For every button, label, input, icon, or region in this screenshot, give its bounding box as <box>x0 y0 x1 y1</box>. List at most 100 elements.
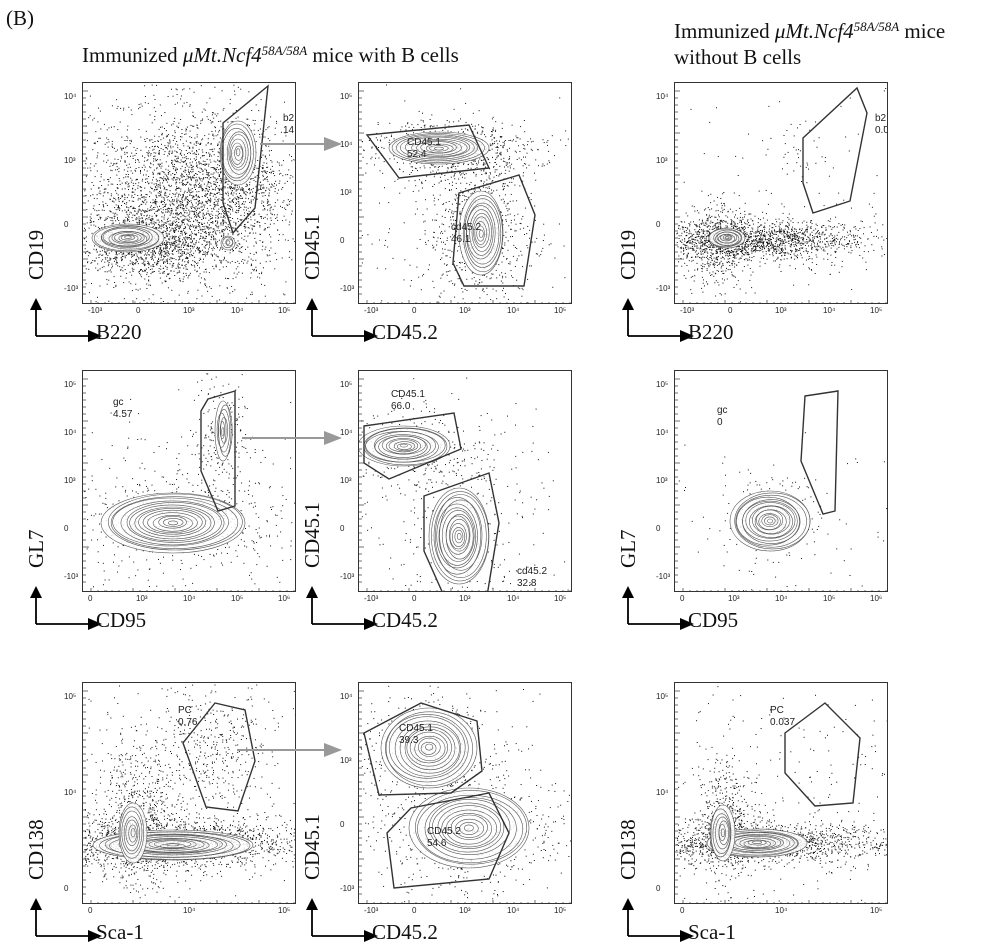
event-dots <box>676 88 887 303</box>
x-tick-label: 10⁴ <box>823 306 836 315</box>
y-tick-label: 10⁵ <box>64 692 77 701</box>
x-tick-label: 10⁵ <box>231 594 244 603</box>
gate-value: 54.6 <box>427 838 447 849</box>
dot-plot-3-1: PC 0.76 <box>82 682 296 904</box>
x-tick-label: 10⁴ <box>507 594 520 603</box>
contour-cluster <box>458 190 504 276</box>
plot-canvas <box>675 686 887 903</box>
x-tick-label: 10⁴ <box>775 906 788 915</box>
x-tick-label: 10⁴ <box>775 594 788 603</box>
x-tick-label: 0 <box>728 306 733 315</box>
y-tick-label: 0 <box>340 524 345 533</box>
y-tick-label: 10⁴ <box>64 788 77 797</box>
heading-with-b-cells: Immunized μMt.Ncf458A/58A mice with B ce… <box>82 43 459 67</box>
x-tick-label: 10³ <box>136 594 148 603</box>
y-tick-label: 10³ <box>340 756 352 765</box>
gate-name: CD45.1 <box>391 389 425 400</box>
gate-label-cd45.2: cd45.2 32.8 <box>517 566 547 590</box>
gate-name: CD45.1 <box>399 723 433 734</box>
gate-name: cd45.2 <box>517 566 548 577</box>
axis-ticks <box>83 690 295 903</box>
axis-ticks <box>675 378 887 591</box>
x-tick-label: 10⁴ <box>183 594 196 603</box>
y-axis-label: CD45.1 <box>300 214 324 280</box>
gating-arrow <box>260 137 342 151</box>
gate-value: 0.037 <box>770 717 796 728</box>
y-axis-label: CD138 <box>616 819 640 880</box>
contour-cluster <box>428 487 490 585</box>
y-tick-label: 10⁴ <box>656 788 669 797</box>
x-tick-label: 10³ <box>459 306 471 315</box>
gate-name: b2 <box>283 113 295 124</box>
gate-polygon <box>363 702 483 796</box>
y-axis-label: CD45.1 <box>300 502 324 568</box>
gate-label-b2: b20.055 <box>875 113 887 137</box>
x-tick-label: 10⁵ <box>554 906 567 915</box>
axis-arrows <box>30 298 102 342</box>
plot-canvas <box>83 684 295 903</box>
x-tick-label: 10⁶ <box>278 594 291 603</box>
y-tick-label: 10³ <box>656 156 668 165</box>
x-tick-label: 10³ <box>183 306 195 315</box>
gate-label-cd45.1: CD45.1 39.3 <box>399 723 433 747</box>
gate-polygon <box>222 84 269 235</box>
gate-name: b2 <box>875 113 887 124</box>
y-tick-label: 10⁵ <box>340 92 353 101</box>
contour-cluster <box>220 235 236 251</box>
axis-arrows <box>30 898 102 942</box>
y-tick-label: 10⁴ <box>64 428 77 437</box>
x-tick-label: 10⁶ <box>870 594 883 603</box>
gate-value: 39.3 <box>399 735 419 746</box>
y-tick-label: 10³ <box>64 476 76 485</box>
gate-label-cd45.2: CD45.2 54.6 <box>427 826 461 850</box>
x-tick-label: 10⁵ <box>278 906 291 915</box>
gating-arrow <box>237 743 342 757</box>
y-tick-label: -10³ <box>656 572 671 581</box>
gate-name: PC <box>178 705 192 716</box>
x-tick-label: -10³ <box>364 306 379 315</box>
y-axis-label: GL7 <box>24 529 48 569</box>
x-tick-label: -10³ <box>364 906 379 915</box>
y-axis-label: CD45.1 <box>300 814 324 880</box>
gate-label-cd45.1: CD45.1 52.4 <box>407 137 441 161</box>
contour-cluster <box>92 829 254 861</box>
x-tick-label: 0 <box>680 906 685 915</box>
axis-arrows <box>306 898 378 942</box>
x-tick-label: 0 <box>412 306 417 315</box>
contour-cluster <box>219 120 257 186</box>
plot-canvas <box>83 84 295 303</box>
gate-label-cd45.1: CD45.1 66.0 <box>391 389 425 413</box>
gate-polygon <box>200 390 236 512</box>
contour-cluster <box>380 707 478 789</box>
y-tick-label: 10⁴ <box>340 428 353 437</box>
x-tick-label: 10³ <box>728 594 740 603</box>
y-tick-label: 10⁵ <box>340 380 353 389</box>
x-axis-label: CD45.2 <box>372 320 438 344</box>
gate-polygon <box>452 174 536 287</box>
gate-polygon <box>800 390 839 515</box>
gate-polygon <box>386 792 510 889</box>
y-tick-label: 10⁵ <box>64 380 77 389</box>
x-tick-label: 10⁴ <box>507 306 520 315</box>
contour-cluster <box>388 131 490 165</box>
panel-letter: (B) <box>6 6 34 30</box>
x-tick-label: 10⁵ <box>870 306 883 315</box>
y-tick-label: -10³ <box>340 572 355 581</box>
dot-plot-2-2: CD45.1 66.0 cd45.2 32.8 <box>358 370 572 592</box>
y-axis-label: CD19 <box>616 229 640 280</box>
y-tick-label: 0 <box>64 524 69 533</box>
x-tick-label: 10⁵ <box>554 594 567 603</box>
y-tick-label: 0 <box>340 820 345 829</box>
y-axis-label: CD138 <box>24 819 48 880</box>
y-tick-label: 0 <box>656 220 661 229</box>
axis-ticks <box>83 90 295 303</box>
y-tick-label: 0 <box>64 884 69 893</box>
y-tick-label: 0 <box>656 524 661 533</box>
x-tick-label: 10⁵ <box>870 906 883 915</box>
dot-plot-1-2: CD45.1 52.4 cd45.2 46.1 <box>358 82 572 304</box>
gate-value: 46.1 <box>451 234 471 245</box>
y-tick-label: 0 <box>64 220 69 229</box>
gating-arrow <box>242 431 342 445</box>
gate-name: gc <box>113 397 124 408</box>
